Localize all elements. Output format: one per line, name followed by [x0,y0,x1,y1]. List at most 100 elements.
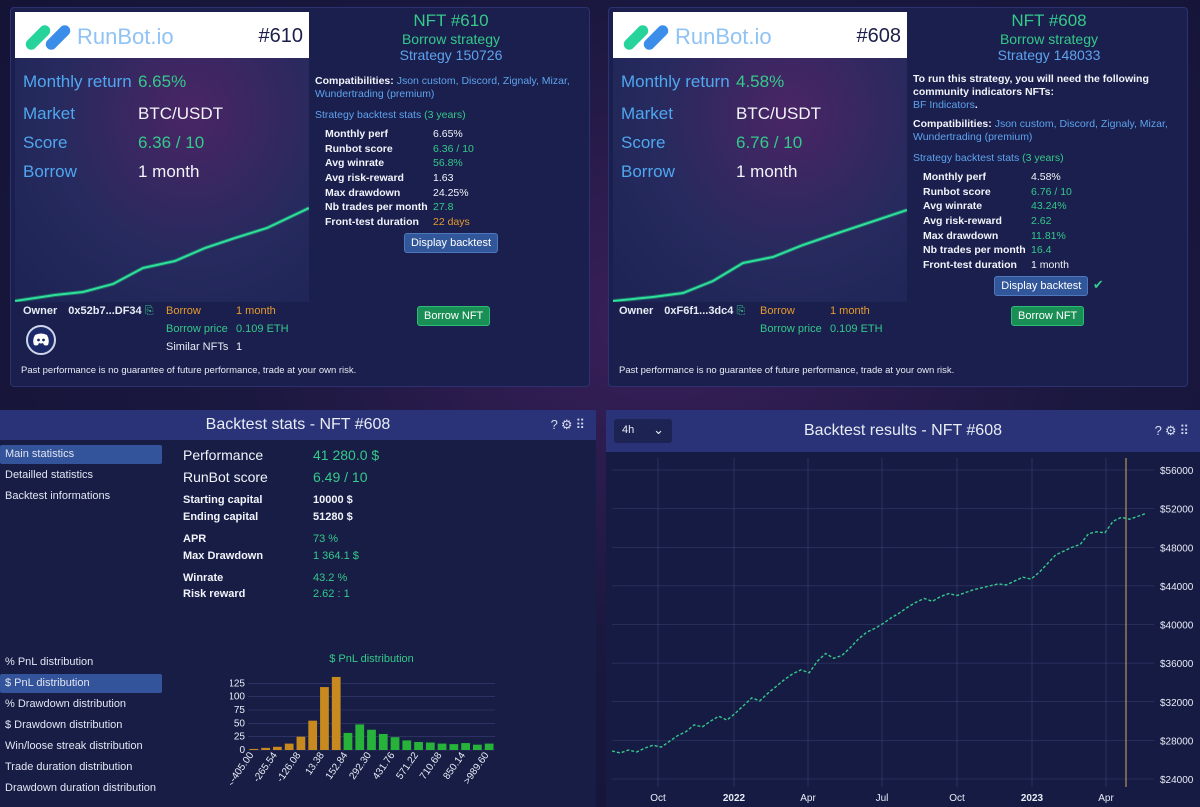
copy-icon[interactable]: ⎘ [736,305,746,317]
stat-value: 51280 $ [313,511,353,523]
requirement-link[interactable]: BF Indicators [913,99,975,111]
bar [390,737,400,750]
stat-key: Nb trades per month [325,201,428,214]
bar [296,736,306,750]
menu-main-statistics[interactable]: Main statistics [0,445,162,464]
price-value: 0.109 ETH [830,323,883,335]
copy-icon[interactable]: ⎘ [144,305,154,317]
stat-value: 16.4 [1031,244,1052,257]
x-tick-label: 571.22 [394,750,421,782]
stat-key: Runbot score [923,185,991,198]
nft-card-610: RunBot.io #610 Monthly return 6.65% Marke… [10,7,590,387]
borrow-value: 1 month [830,305,870,317]
market-row: Market BTC/USDT [23,104,223,124]
stat-row: Avg winrate 56.8% [325,156,589,171]
monthly-return-row: Monthly return 6.65% [23,72,186,92]
panel-header-icons: ?⚙⠿ [551,417,588,433]
stat-key: APR [183,533,207,545]
drag-handle-icon[interactable]: ⠿ [575,417,588,432]
stat-key: Performance [183,447,264,463]
bar [484,743,494,750]
price-value: 0.109 ETH [236,323,289,335]
label: Monthly return [23,72,132,91]
owner-address[interactable]: 0xF6f1...3dc4 [664,305,734,317]
stat-value: 1.63 [433,172,454,185]
dist-streak[interactable]: Win/loose streak distribution [5,740,143,752]
nft-artwork[interactable]: RunBot.io #608 Monthly return 4.58% Marke… [613,12,907,302]
runbot-logo: RunBot.io [621,23,772,52]
chart-title: $ PnL distribution [329,653,414,665]
stat-row: Monthly perf 6.65% [325,127,589,142]
bar [273,746,282,750]
stat-key: Avg winrate [923,200,983,213]
chart-background [606,452,1200,807]
discord-icon[interactable] [26,325,56,355]
display-backtest-button[interactable]: Display backtest [994,276,1089,297]
stat-key: Avg risk-reward [325,172,404,185]
dist-pct-pnl[interactable]: % PnL distribution [5,656,94,668]
help-icon[interactable]: ? [550,417,561,432]
dist-pct-drawdown[interactable]: % Drawdown distribution [5,698,127,710]
y-tick-label: $52000 [1160,505,1194,516]
bar [414,742,423,750]
label: Borrow [23,162,77,181]
bar [355,724,365,750]
stat-key: Avg risk-reward [923,215,1002,228]
panel-header: Backtest stats - NFT #608 ?⚙⠿ [0,410,596,440]
gear-icon[interactable]: ⚙ [560,417,576,432]
checkmark-icon: ✔ [1092,277,1104,293]
stat-row: Nb trades per month 16.4 [923,243,1187,258]
owner-label: Owner [23,305,58,317]
nft-artwork[interactable]: RunBot.io #610 Monthly return 6.65% Marke… [15,12,309,302]
stat-row: Runbot score 6.36 / 10 [325,142,589,157]
owner-address[interactable]: 0x52b7...DF34 [68,305,142,317]
dist-trade-duration[interactable]: Trade duration distribution [5,761,133,773]
stat-key: Monthly perf [325,128,388,141]
borrow-nft-button[interactable]: Borrow NFT [417,306,491,326]
bar [461,743,470,750]
help-icon[interactable]: ? [1154,423,1165,438]
stat-key: Runbot score [325,142,393,155]
stat-row: Avg risk-reward 2.62 [923,214,1187,229]
x-tick-label: Apr [800,793,816,804]
equity-curve-chart[interactable]: $24000 $28000 $32000 $36000 $40000 $44000 $480… [606,452,1200,807]
stat-risk-reward: Risk reward 2.62 : 1 [183,588,350,600]
stat-key: Front-test duration [923,258,1017,271]
timeframe-value: 4h [622,424,635,436]
discord-glyph [33,333,49,346]
dist-drawdown-duration[interactable]: Drawdown duration distribution [5,782,157,794]
stat-value: 24.25% [433,186,469,199]
runbot-logo: RunBot.io [23,23,174,52]
borrow-nft-button[interactable]: Borrow NFT [1011,306,1085,326]
stat-key: RunBot score [183,469,268,485]
label: Market [23,104,75,123]
value: 4.58% [736,72,785,91]
compat-list: Json custom, Discord, Zignaly, Mizar, Wu… [913,118,1168,143]
stat-value: 27.8 [433,201,454,214]
owner-label: Owner [619,305,654,317]
pnl-distribution-chart: $ PnL distribution 0 25 50 75 100 125 <-405.00-… [230,653,495,789]
drag-handle-icon[interactable]: ⠿ [1179,423,1192,438]
menu-backtest-informations[interactable]: Backtest informations [5,490,111,502]
timeframe-select[interactable]: 4h ⌄ [614,419,672,443]
stat-key: Avg winrate [325,157,385,170]
gear-icon[interactable]: ⚙ [1164,423,1180,438]
borrow-row: Borrow 1 month [23,162,199,182]
x-tick-label: 152.84 [324,750,351,782]
stat-value: 1 month [1031,258,1069,271]
dist-usd-pnl[interactable]: $ PnL distribution [0,674,162,693]
stat-key: Max drawdown [325,186,401,199]
bar [449,744,459,750]
compatibilities: Compatibilities: Json custom, Discord, Z… [313,75,589,101]
dist-usd-drawdown[interactable]: $ Drawdown distribution [5,719,123,731]
x-tick-label: Oct [650,793,666,804]
requirement: To run this strategy, you will need the … [913,73,1149,111]
borrow-details: Borrow 1 month Borrow price 0.109 ETH Simi… [166,305,289,359]
display-backtest-button[interactable]: Display backtest [403,233,499,254]
strategy-id: Strategy 148033 [997,47,1101,63]
stat-value: 1 364.1 $ [313,550,359,562]
borrow-key: Borrow [166,305,201,317]
bar [367,729,376,750]
menu-detailled-statistics[interactable]: Detailled statistics [5,469,94,481]
bar [343,732,353,750]
